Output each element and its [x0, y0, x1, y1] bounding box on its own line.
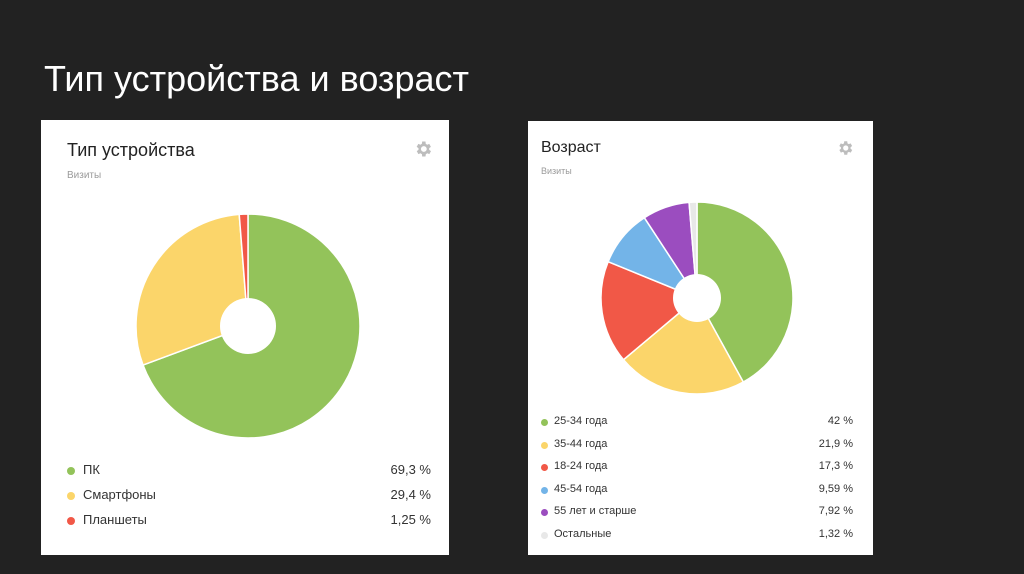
legend-item[interactable]: Остальные 1,32 %: [528, 528, 873, 546]
page-title: Тип устройства и возраст: [44, 58, 469, 99]
donut-hole: [673, 274, 721, 322]
legend-item[interactable]: ПК 69,3 %: [41, 462, 449, 480]
legend-item[interactable]: 45-54 года 9,59 %: [528, 483, 873, 501]
legend-item[interactable]: 35-44 года 21,9 %: [528, 438, 873, 456]
legend-label: 25-34 года: [554, 415, 608, 427]
pie-slice-2[interactable]: [622, 296, 745, 395]
legend-label: 55 лет и старше: [554, 505, 637, 517]
legend-dot: [67, 492, 75, 500]
legend-label: ПК: [83, 462, 100, 477]
legend-label: Смартфоны: [83, 487, 156, 502]
device-type-card: Тип устройства Визиты ПК 69,3 % Смартфон…: [41, 120, 449, 555]
pie-slice-3[interactable]: [600, 260, 699, 361]
legend-dot: [541, 441, 548, 449]
pie-slice-1[interactable]: [696, 201, 794, 384]
legend-item[interactable]: 18-24 года 17,3 %: [528, 460, 873, 478]
legend-label: 45-54 года: [554, 482, 608, 495]
legend-value: 7,92 %: [818, 505, 853, 517]
pie-slice-2[interactable]: [135, 213, 249, 366]
legend-dot: [67, 467, 75, 475]
age-card: Возраст Визиты 25-34 года 42 % 35-44 год…: [528, 121, 873, 555]
gear-icon[interactable]: [836, 139, 854, 157]
legend-item[interactable]: Смартфоны 29,4 %: [41, 487, 449, 505]
legend-label: Планшеты: [83, 512, 147, 527]
donut-hole: [220, 298, 276, 354]
legend-item[interactable]: 25-34 года 42 %: [528, 415, 873, 433]
legend-dot: [541, 509, 548, 516]
legend-dot: [541, 464, 548, 471]
legend-value: 29,4 %: [390, 487, 431, 502]
legend-label: 18-24 года: [554, 460, 608, 472]
pie-slice-6[interactable]: [688, 201, 698, 299]
card-subtitle: Визиты: [67, 170, 102, 181]
card-title: Возраст: [541, 139, 601, 156]
legend-dot: [541, 531, 548, 539]
legend-label: Остальные: [554, 527, 612, 540]
legend-value: 17,3 %: [818, 460, 853, 472]
legend-value: 1,32 %: [818, 527, 853, 540]
legend-item[interactable]: 55 лет и старше 7,92 %: [528, 505, 873, 523]
legend-value: 69,3 %: [390, 462, 431, 477]
legend-label: 35-44 года: [554, 437, 608, 450]
device-pie-chart: [135, 213, 361, 439]
legend-value: 1,25 %: [390, 512, 431, 527]
gear-icon[interactable]: [413, 139, 433, 159]
pie-slice-3[interactable]: [238, 213, 249, 327]
age-pie-chart: [600, 201, 794, 395]
legend-value: 42 %: [827, 415, 853, 427]
legend-dot: [541, 486, 548, 494]
legend-value: 21,9 %: [818, 437, 853, 450]
legend-dot: [541, 419, 548, 426]
legend-item[interactable]: Планшеты 1,25 %: [41, 512, 449, 530]
legend-value: 9,59 %: [818, 482, 853, 495]
card-title: Тип устройства: [67, 140, 195, 160]
card-subtitle: Визиты: [541, 166, 572, 176]
legend-dot: [67, 517, 75, 525]
